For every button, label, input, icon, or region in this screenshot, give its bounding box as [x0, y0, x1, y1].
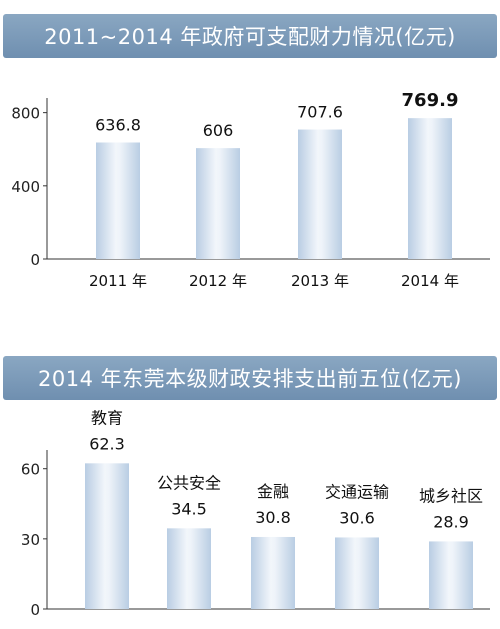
y-tick-label: 800: [11, 105, 40, 123]
bar: [298, 129, 342, 259]
chart2-title: 2014 年东莞本级财政安排支出前五位(亿元): [37, 367, 462, 391]
category-label: 金融: [257, 482, 289, 501]
bar: [335, 537, 379, 609]
bar: [196, 148, 240, 259]
value-label: 636.8: [95, 115, 141, 134]
category-label: 2014 年: [401, 272, 459, 290]
category-label: 2013 年: [291, 272, 349, 290]
value-label: 30.6: [339, 508, 375, 527]
y-tick-label: 400: [11, 178, 40, 196]
value-label: 28.9: [433, 512, 469, 531]
y-tick-label: 0: [30, 251, 40, 269]
value-label: 769.9: [402, 90, 459, 111]
bar: [167, 528, 211, 609]
category-label: 2011 年: [89, 272, 147, 290]
bar: [408, 118, 452, 259]
chart1-plot: 0 400 800 636.8 2011 年 606 2012 年 707.6 2013 年 76…: [11, 90, 490, 290]
value-label: 606: [203, 121, 234, 140]
category-label: 交通运输: [325, 482, 389, 501]
value-label: 707.6: [297, 103, 343, 122]
bar: [251, 536, 295, 609]
category-label: 2012 年: [189, 272, 247, 290]
category-label: 公共安全: [157, 473, 221, 492]
chart1-title-banner: 2011~2014 年政府可支配财力情况(亿元): [3, 14, 497, 58]
y-tick-label: 0: [30, 601, 40, 619]
value-label: 62.3: [89, 434, 125, 453]
value-label: 34.5: [171, 499, 207, 518]
bar: [429, 541, 473, 609]
category-label: 教育: [91, 408, 123, 427]
value-label: 30.8: [255, 508, 291, 527]
bar: [96, 142, 140, 259]
category-label: 城乡社区: [419, 486, 483, 505]
y-tick-label: 60: [21, 461, 40, 479]
chart1-title: 2011~2014 年政府可支配财力情况(亿元): [44, 25, 456, 49]
bar: [85, 463, 129, 609]
y-tick-label: 30: [21, 531, 40, 549]
chart2-title-banner: 2014 年东莞本级财政安排支出前五位(亿元): [3, 356, 497, 400]
